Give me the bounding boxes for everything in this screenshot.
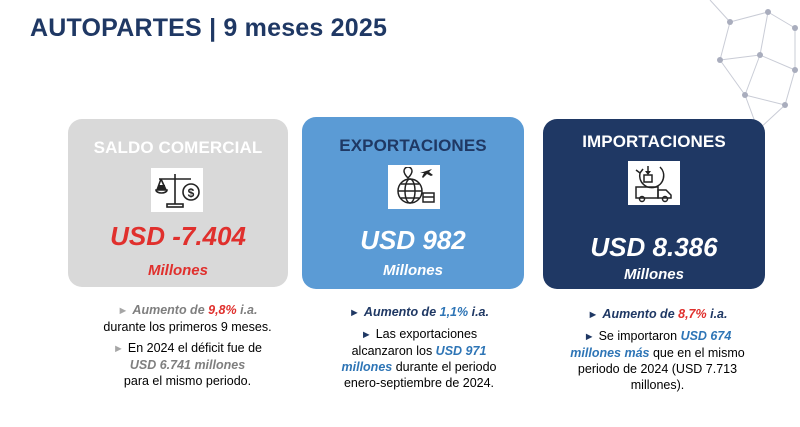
page-title: AUTOPARTES | 9 meses 2025 [30, 14, 388, 42]
card-unit: Millones [382, 262, 443, 279]
arrow-right-icon: ► [117, 305, 129, 317]
bullet-item: ► Aumento de 9,8% i.a. durante los primer… [100, 302, 275, 335]
arrow-right-icon: ► [349, 307, 360, 319]
bullets-saldo: ► Aumento de 9,8% i.a. durante los primer… [100, 302, 275, 394]
bullet-text: Aumento de [132, 303, 209, 317]
bullet-item: ► Se importaron USD 674 millones más que … [570, 328, 745, 393]
globe-export-icon [388, 165, 440, 209]
card-unit: Millones [147, 262, 208, 279]
card-title: EXPORTACIONES [339, 136, 487, 155]
card-amount: USD 8.386 [590, 232, 718, 262]
bullet-value: USD 6.741 millones [129, 358, 246, 372]
bullet-text: durante los primeros 9 meses. [103, 320, 272, 334]
bullet-item: ► Aumento de 1,1% i.a. [330, 304, 508, 321]
bullet-text: i.a. [468, 305, 489, 319]
card-title: SALDO COMERCIAL [93, 138, 263, 157]
network-graphic [709, 0, 798, 133]
arrow-right-icon: ► [112, 343, 124, 355]
bullet-text: Aumento de [363, 305, 440, 319]
bullet-text: Las exportaciones alcanzaron los [351, 327, 478, 358]
card-amount: USD 982 [360, 225, 466, 255]
card-unit: Millones [623, 266, 684, 283]
bullet-text: Se importaron [598, 329, 681, 343]
bullets-importaciones: ► Aumento de 8,7% i.a. ► Se importaron USD… [570, 306, 745, 398]
bullet-item: ► Aumento de 8,7% i.a. [570, 306, 745, 323]
arrow-right-icon: ► [360, 329, 372, 341]
bullet-text: Aumento de [602, 307, 679, 321]
svg-text:$: $ [188, 186, 195, 200]
card-importaciones: IMPORTACIONES USD 8.386 Millones [543, 119, 765, 289]
bullet-text: para el mismo periodo. [123, 374, 252, 388]
truck-import-icon [628, 161, 680, 205]
bullet-text: i.a. [706, 307, 728, 321]
balance-scale-dollar-icon: $ [151, 168, 203, 212]
bullet-value: 9,8% [208, 303, 237, 317]
card-saldo-comercial: SALDO COMERCIAL $ USD -7.404 Millones [68, 119, 288, 287]
bullets-exportaciones: ► Aumento de 1,1% i.a. ► Las exportaciones… [330, 304, 508, 396]
bullet-text: que en el mismo periodo de 2024 (USD 7.7… [577, 346, 745, 392]
bullet-text: i.a. [236, 303, 258, 317]
bullet-value: 1,1% [439, 305, 469, 319]
bullet-text: En 2024 el déficit fue de [127, 341, 262, 355]
bullet-text: durante el periodo enero-septiembre de 2… [343, 360, 497, 390]
card-exportaciones: EXPORTACIONES USD 982 Millones [302, 117, 524, 289]
bullet-item: ► Las exportaciones alcanzaron los USD 97… [330, 326, 508, 391]
bullet-value: USD 674 millones más [570, 329, 732, 360]
arrow-right-icon: ► [587, 309, 599, 321]
bullet-value: USD 971 millones [341, 344, 487, 374]
bullet-value: 8,7% [678, 307, 707, 321]
bullet-item: ► En 2024 el déficit fue de USD 6.741 mil… [100, 340, 275, 389]
card-title: IMPORTACIONES [582, 132, 726, 151]
card-amount: USD -7.404 [110, 221, 246, 251]
arrow-right-icon: ► [583, 331, 595, 343]
